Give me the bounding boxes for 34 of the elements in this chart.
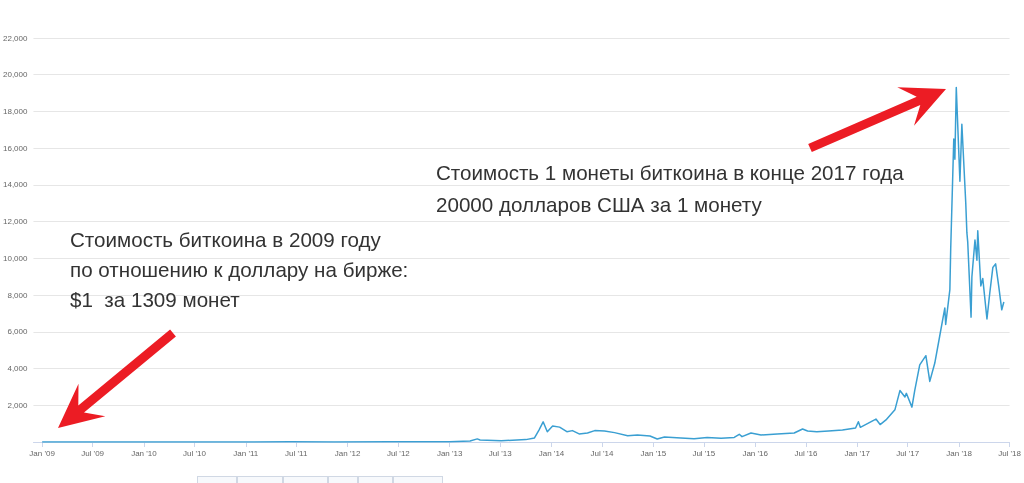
x-tick-label: Jan '13: [436, 448, 464, 458]
x-tick-label: Jan '11: [233, 448, 259, 458]
annotation: Стоимость биткоина в 2009 году по отношению к доллару на бирже: $1 за 1309 монет: [70, 227, 409, 313]
x-tick-label: Jul '09: [81, 448, 105, 458]
annotation: Стоимость 1 монеты биткоина в конце 2017 года 20000 долларов США за 1 монету: [436, 160, 904, 218]
x-tick-label: Jul '16: [794, 448, 818, 458]
x-tick-label: Jan '10: [131, 448, 158, 458]
x-tick-label: Jul '18: [998, 448, 1022, 458]
x-tick-label: Jan '16: [742, 448, 769, 458]
y-tick-label: 16,000: [3, 143, 29, 153]
y-tick-label: 6,000: [7, 327, 29, 337]
y-tick-label: 8,000: [7, 290, 29, 300]
x-tick-label: Jan '15: [640, 448, 667, 458]
x-tick-label: Jan '18: [946, 448, 973, 458]
y-tick-label: 22,000: [3, 33, 29, 43]
x-tick-label: Jul '10: [182, 448, 207, 458]
x-tick-label: Jul '15: [692, 448, 716, 458]
y-tick-label: 18,000: [3, 106, 29, 116]
x-tick-label: Jan '09: [29, 448, 56, 458]
y-tick-label: 4,000: [7, 364, 29, 374]
y-tick-label: 20,000: [3, 70, 29, 80]
x-tick-label: Jan '12: [334, 448, 361, 458]
y-tick-label: 10,000: [3, 253, 29, 263]
y-tick-label: 2,000: [7, 400, 29, 410]
line-series: [41, 86, 1005, 443]
x-tick-label: Jan '17: [844, 448, 871, 458]
x-tick-label: Jul '17: [896, 448, 920, 458]
x-tick-label: Jul '11: [285, 448, 308, 458]
x-tick-label: Jan '14: [538, 448, 565, 458]
x-tick-label: Jul '12: [386, 448, 411, 458]
x-tick-label: Jul '14: [590, 448, 614, 458]
y-tick-label: 14,000: [3, 180, 29, 190]
x-tick-label: Jul '13: [488, 448, 513, 458]
y-tick-label: 12,000: [3, 217, 29, 227]
